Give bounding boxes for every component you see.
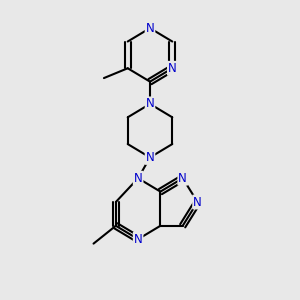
Text: N: N	[178, 172, 187, 185]
Text: N: N	[168, 62, 177, 75]
Text: N: N	[193, 196, 202, 208]
Text: N: N	[146, 22, 154, 34]
Text: N: N	[146, 98, 154, 110]
Text: N: N	[146, 151, 154, 164]
Text: N: N	[134, 233, 142, 246]
Text: N: N	[134, 172, 142, 185]
